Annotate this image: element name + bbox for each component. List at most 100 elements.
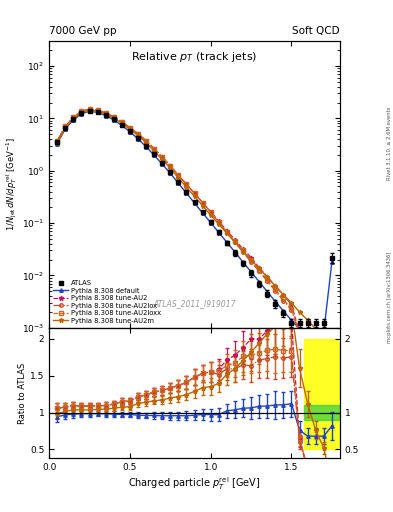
- Pythia 8.308 tune-AU2: [152, 146, 156, 152]
- Pythia 8.308 tune-AU2m: [71, 116, 76, 122]
- Pythia 8.308 tune-AU2lox: [281, 297, 286, 304]
- Pythia 8.308 tune-AU2loxx: [103, 110, 108, 116]
- Pythia 8.308 tune-AU2lox: [224, 229, 229, 236]
- Pythia 8.308 default: [217, 229, 221, 236]
- Pythia 8.308 tune-AU2loxx: [313, 352, 318, 358]
- Pythia 8.308 tune-AU2lox: [257, 268, 261, 274]
- Pythia 8.308 tune-AU2lox: [208, 209, 213, 215]
- Pythia 8.308 tune-AU2lox: [329, 368, 334, 374]
- Pythia 8.308 tune-AU2lox: [119, 119, 124, 125]
- Pythia 8.308 tune-AU2lox: [305, 352, 310, 358]
- Pythia 8.308 tune-AU2lox: [217, 219, 221, 225]
- Pythia 8.308 tune-AU2loxx: [119, 119, 124, 125]
- Pythia 8.308 tune-AU2lox: [297, 331, 302, 337]
- Pythia 8.308 tune-AU2loxx: [208, 209, 213, 215]
- Legend: ATLAS, Pythia 8.308 default, Pythia 8.308 tune-AU2, Pythia 8.308 tune-AU2lox, Py: ATLAS, Pythia 8.308 default, Pythia 8.30…: [52, 279, 162, 325]
- Text: mcplots.cern.ch [arXiv:1306.3436]: mcplots.cern.ch [arXiv:1306.3436]: [387, 251, 392, 343]
- Pythia 8.308 default: [160, 161, 165, 167]
- Pythia 8.308 tune-AU2: [289, 302, 294, 308]
- Pythia 8.308 default: [168, 170, 173, 177]
- Pythia 8.308 tune-AU2loxx: [200, 200, 205, 206]
- Pythia 8.308 default: [144, 143, 149, 150]
- Text: 7000 GeV pp: 7000 GeV pp: [49, 26, 117, 36]
- Pythia 8.308 tune-AU2lox: [321, 368, 326, 374]
- Pythia 8.308 tune-AU2: [136, 131, 140, 137]
- Pythia 8.308 tune-AU2loxx: [321, 368, 326, 374]
- Pythia 8.308 tune-AU2m: [63, 125, 68, 131]
- Y-axis label: $1/N_{\mathrm{jet}}\,dN/dp_T^{\mathrm{rel}}$ [GeV$^{-1}$]: $1/N_{\mathrm{jet}}\,dN/dp_T^{\mathrm{re…: [5, 138, 19, 231]
- Pythia 8.308 tune-AU2: [321, 368, 326, 374]
- Pythia 8.308 default: [176, 180, 181, 186]
- Pythia 8.308 default: [79, 111, 84, 117]
- Pythia 8.308 tune-AU2m: [297, 309, 302, 315]
- Pythia 8.308 tune-AU2lox: [273, 288, 278, 294]
- Pythia 8.308 default: [152, 152, 156, 158]
- Pythia 8.308 tune-AU2lox: [128, 125, 132, 131]
- Pythia 8.308 tune-AU2loxx: [79, 108, 84, 114]
- Pythia 8.308 tune-AU2m: [217, 221, 221, 227]
- Pythia 8.308 tune-AU2loxx: [241, 247, 245, 253]
- Pythia 8.308 tune-AU2: [63, 123, 68, 130]
- Pythia 8.308 tune-AU2m: [289, 300, 294, 306]
- Pythia 8.308 tune-AU2: [103, 110, 108, 116]
- Pythia 8.308 tune-AU2lox: [95, 107, 100, 113]
- Pythia 8.308 tune-AU2m: [200, 203, 205, 209]
- Pythia 8.308 tune-AU2lox: [55, 138, 60, 144]
- Pythia 8.308 tune-AU2: [305, 352, 310, 358]
- Pythia 8.308 tune-AU2m: [224, 230, 229, 237]
- Pythia 8.308 tune-AU2lox: [168, 163, 173, 169]
- Pythia 8.308 tune-AU2m: [313, 326, 318, 332]
- Pythia 8.308 tune-AU2: [119, 119, 124, 125]
- Pythia 8.308 tune-AU2m: [103, 111, 108, 117]
- Pythia 8.308 tune-AU2: [87, 106, 92, 112]
- Pythia 8.308 tune-AU2m: [265, 274, 270, 280]
- Pythia 8.308 tune-AU2lox: [79, 108, 84, 114]
- Pythia 8.308 default: [119, 122, 124, 129]
- Pythia 8.308 default: [249, 269, 253, 275]
- Bar: [303, 339, 340, 450]
- Pythia 8.308 tune-AU2m: [111, 115, 116, 121]
- Pythia 8.308 default: [273, 298, 278, 305]
- Pythia 8.308 default: [305, 329, 310, 335]
- Pythia 8.308 tune-AU2lox: [144, 138, 149, 144]
- Pythia 8.308 tune-AU2lox: [289, 307, 294, 313]
- Line: Pythia 8.308 tune-AU2lox: Pythia 8.308 tune-AU2lox: [55, 108, 334, 373]
- Pythia 8.308 tune-AU2lox: [160, 154, 165, 160]
- Pythia 8.308 tune-AU2: [168, 163, 173, 169]
- Pythia 8.308 tune-AU2: [217, 218, 221, 224]
- Line: Pythia 8.308 tune-AU2loxx: Pythia 8.308 tune-AU2loxx: [55, 108, 334, 373]
- Pythia 8.308 default: [111, 117, 116, 123]
- Pythia 8.308 default: [71, 117, 76, 123]
- Pythia 8.308 tune-AU2: [273, 283, 278, 289]
- Pythia 8.308 tune-AU2: [241, 246, 245, 252]
- Pythia 8.308 tune-AU2: [71, 114, 76, 120]
- Pythia 8.308 tune-AU2m: [281, 292, 286, 298]
- Pythia 8.308 tune-AU2: [281, 292, 286, 298]
- Y-axis label: Ratio to ATLAS: Ratio to ATLAS: [18, 362, 27, 423]
- Pythia 8.308 tune-AU2lox: [184, 181, 189, 187]
- Pythia 8.308 tune-AU2lox: [103, 110, 108, 116]
- Pythia 8.308 tune-AU2loxx: [289, 306, 294, 312]
- Pythia 8.308 tune-AU2: [233, 237, 237, 243]
- Pythia 8.308 tune-AU2loxx: [281, 296, 286, 303]
- Pythia 8.308 tune-AU2lox: [313, 352, 318, 358]
- Pythia 8.308 tune-AU2loxx: [111, 114, 116, 120]
- Pythia 8.308 tune-AU2loxx: [257, 267, 261, 273]
- Pythia 8.308 tune-AU2loxx: [55, 138, 60, 144]
- Pythia 8.308 default: [103, 113, 108, 119]
- Pythia 8.308 tune-AU2m: [305, 317, 310, 323]
- Pythia 8.308 tune-AU2loxx: [273, 286, 278, 292]
- Pythia 8.308 default: [233, 249, 237, 255]
- Pythia 8.308 tune-AU2m: [273, 283, 278, 289]
- Pythia 8.308 tune-AU2lox: [192, 190, 197, 197]
- Pythia 8.308 tune-AU2m: [160, 156, 165, 162]
- Pythia 8.308 tune-AU2: [79, 108, 84, 114]
- Pythia 8.308 tune-AU2: [184, 181, 189, 187]
- Pythia 8.308 tune-AU2lox: [63, 123, 68, 130]
- Pythia 8.308 tune-AU2loxx: [168, 163, 173, 169]
- Pythia 8.308 tune-AU2: [265, 273, 270, 280]
- Pythia 8.308 tune-AU2: [249, 254, 253, 261]
- Pythia 8.308 tune-AU2loxx: [265, 276, 270, 283]
- Pythia 8.308 tune-AU2loxx: [87, 106, 92, 112]
- Text: Relative $p_T$ (track jets): Relative $p_T$ (track jets): [131, 50, 258, 63]
